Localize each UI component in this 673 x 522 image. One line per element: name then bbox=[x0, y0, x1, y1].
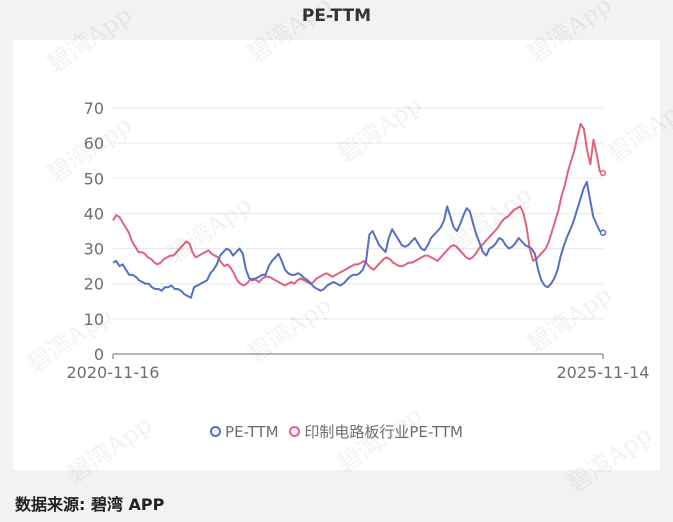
legend-label-industry: 印制电路板行业PE-TTM bbox=[304, 423, 463, 441]
x-tick-label-start: 2020-11-16 bbox=[67, 363, 160, 382]
y-tick-label-50: 50 bbox=[84, 169, 104, 188]
series-end-marker-industry bbox=[599, 169, 607, 177]
legend-marker-pe bbox=[210, 426, 222, 437]
series-line-industry bbox=[112, 122, 604, 287]
y-tick-label-40: 40 bbox=[84, 204, 104, 223]
y-tick-label-30: 30 bbox=[84, 240, 104, 259]
y-tick-label-0: 0 bbox=[94, 345, 104, 364]
y-tick-label-70: 70 bbox=[84, 99, 104, 118]
series-end-marker-pe bbox=[599, 229, 607, 237]
legend-marker-industry bbox=[289, 426, 301, 437]
chart-legend: PE-TTM 印制电路板行业PE-TTM bbox=[0, 421, 673, 442]
legend-item-industry[interactable]: 印制电路板行业PE-TTM bbox=[289, 421, 463, 442]
y-tick-label-60: 60 bbox=[84, 134, 104, 153]
legend-item-pe[interactable]: PE-TTM bbox=[210, 423, 279, 441]
series-line-pe bbox=[112, 180, 604, 299]
y-tick-label-20: 20 bbox=[84, 275, 104, 294]
chart-panel bbox=[13, 40, 660, 470]
legend-label-pe: PE-TTM bbox=[225, 422, 279, 441]
chart-title: PE-TTM bbox=[301, 6, 372, 26]
y-tick-label-10: 10 bbox=[84, 310, 104, 329]
x-tick-label-end: 2025-11-14 bbox=[557, 363, 650, 382]
data-source: 数据来源: 碧湾 APP bbox=[15, 495, 165, 514]
